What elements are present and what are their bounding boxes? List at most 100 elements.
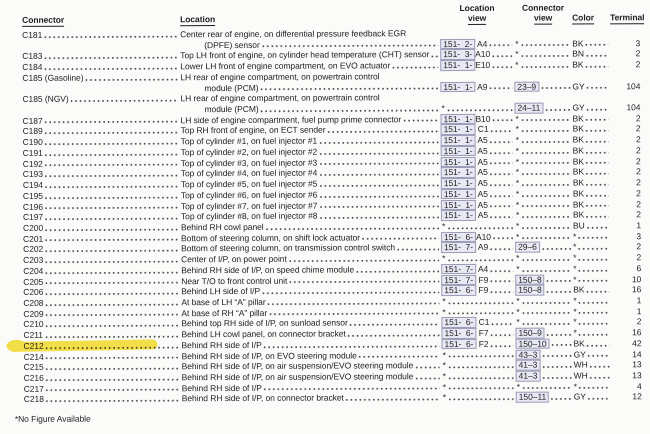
location-view-link[interactable]: 151- 3- xyxy=(440,49,476,61)
location-view-cell-group: 151- 1- A5 xyxy=(440,210,515,221)
connector-id: C190 xyxy=(22,137,43,148)
footnote: *No Figure Available xyxy=(14,413,91,425)
connector-view-link[interactable]: 29–6 xyxy=(515,242,540,253)
color-code: BU xyxy=(572,220,585,231)
location-view-link[interactable]: 151- 1- xyxy=(440,188,476,200)
connector-id: C206 xyxy=(23,287,44,298)
location-view-grid-ref: A5 xyxy=(475,210,489,221)
location-text: Behind LH side of I/P xyxy=(181,286,261,297)
dot-leader xyxy=(489,204,513,209)
location-view-link[interactable]: 151- 1- xyxy=(440,60,476,71)
location-text: module (PCM) xyxy=(204,82,259,93)
terminal-count: 2 xyxy=(636,316,642,327)
connector-view-link[interactable]: 150–10 xyxy=(515,338,550,350)
location-view-cell-group: 151- 7- A9 xyxy=(441,242,515,253)
connector-id: C204 xyxy=(23,265,44,276)
location-view-link[interactable]: 151- 7- xyxy=(441,274,477,286)
row-reference-columns: * 41–3 WH 13 xyxy=(442,359,642,371)
table-row: C185 (NGV) LH rear of engine compartment,… xyxy=(22,92,640,116)
connector-cell: C181 xyxy=(22,29,180,40)
terminal-count: 14 xyxy=(632,348,642,359)
connector-id: C193 xyxy=(22,169,43,180)
location-view-link[interactable]: 151- 6- xyxy=(441,328,477,339)
row-reference-columns: 151- 6- F9 150–8 BK 16 xyxy=(441,284,641,296)
terminal-count: 2 xyxy=(636,198,641,209)
connector-view-link[interactable]: 41–3 xyxy=(515,370,541,382)
connector-view-cell-group: * xyxy=(514,38,572,49)
location-view-link[interactable]: 151- 6- xyxy=(441,338,477,350)
connector-view-link[interactable]: 41–3 xyxy=(515,359,541,371)
location-view-link[interactable]: 151- 2- xyxy=(440,38,476,50)
location-view-link[interactable]: 151- 1- xyxy=(440,177,476,189)
dot-leader xyxy=(448,301,514,305)
location-view-link[interactable]: 151- 1- xyxy=(440,113,476,125)
color-cell-group: * xyxy=(573,274,611,285)
connector-view-link[interactable]: 23–9 xyxy=(514,81,540,92)
connector-view-link[interactable]: 24–11 xyxy=(514,102,544,114)
row-reference-columns: 151- 7- A9 29–6 * 2 xyxy=(441,242,641,254)
connector-view-cell-group: 150–8 xyxy=(515,284,573,296)
no-figure-asterisk: * xyxy=(515,134,519,145)
location-view-link[interactable]: 151- 1- xyxy=(440,135,476,146)
dot-leader xyxy=(260,108,439,113)
location-view-link[interactable]: 151- 1- xyxy=(440,210,476,221)
no-figure-asterisk: * xyxy=(442,360,446,371)
row-line: C218 Behind RH side of I/P, on connector … xyxy=(24,392,642,405)
location-view-grid-ref: A10 xyxy=(475,49,491,60)
no-figure-asterisk: * xyxy=(516,381,520,392)
connector-view-link[interactable]: 150–8 xyxy=(515,274,545,285)
connector-id: C202 xyxy=(23,244,44,255)
location-view-link[interactable]: 151- 7- xyxy=(441,242,477,253)
color-cell-group: BK xyxy=(572,38,610,49)
connector-view-link[interactable]: 150–9 xyxy=(515,327,545,339)
connector-view-cell-group: * xyxy=(515,210,573,221)
dot-leader xyxy=(578,268,610,273)
connector-view-link[interactable]: 150–8 xyxy=(515,284,545,296)
color-code: BK xyxy=(572,134,584,145)
connector-view-cell-group: * xyxy=(515,113,573,124)
location-view-link[interactable]: 151- 6- xyxy=(441,285,477,296)
location-view-link[interactable]: 151- 6- xyxy=(441,317,477,328)
no-figure-asterisk: * xyxy=(515,59,519,70)
location-view-link[interactable]: 151- 1- xyxy=(440,199,476,211)
row-reference-columns: 151- 3- A10 * BN 2 xyxy=(440,49,640,61)
connector-view-cell-group: * xyxy=(515,178,573,189)
color-cell-group: * xyxy=(573,306,611,317)
location-view-link[interactable]: 151- 1- xyxy=(440,156,476,168)
dot-leader xyxy=(44,34,179,39)
header-terminal-label: Terminal xyxy=(610,12,645,25)
dot-leader xyxy=(347,333,440,338)
dot-leader xyxy=(356,269,440,273)
color-code: * xyxy=(573,327,577,338)
dot-leader xyxy=(349,323,440,327)
connector-view-link[interactable]: 150–11 xyxy=(515,392,550,403)
location-view-link[interactable]: 151- 7- xyxy=(441,263,477,275)
location-view-cell-group: * xyxy=(441,296,515,307)
location-view-link[interactable]: 151- 6- xyxy=(441,231,476,243)
color-code: * xyxy=(573,274,577,285)
no-figure-asterisk: * xyxy=(515,209,520,220)
connector-view-link[interactable]: 43–3 xyxy=(515,349,541,360)
connector-cell: C190 xyxy=(23,136,181,147)
dot-leader xyxy=(522,204,571,208)
location-view-cell-group: 151- 7- F9 xyxy=(441,274,515,286)
connector-id: C181 xyxy=(22,29,43,40)
connector-id: C191 xyxy=(22,147,43,158)
color-cell-group: GY xyxy=(572,81,610,92)
location-view-link[interactable]: 151- 1- xyxy=(440,124,476,136)
color-cell-group: BK xyxy=(573,135,611,146)
location-text: Behind RH side of I/P, on speed chime mo… xyxy=(181,264,355,276)
location-view-link[interactable]: 151- 1- xyxy=(440,167,476,178)
color-code: BK xyxy=(572,209,585,220)
dot-leader xyxy=(449,397,514,402)
dot-leader xyxy=(319,151,439,156)
connector-id: C185 (Gasoline) xyxy=(22,72,84,83)
dot-leader xyxy=(362,237,440,241)
location-view-link[interactable]: 151- 1- xyxy=(440,145,476,157)
color-cell-group: BK xyxy=(573,199,611,210)
row-reference-columns: * 41–3 WH 13 xyxy=(442,370,642,382)
dot-leader xyxy=(448,365,514,370)
dot-leader xyxy=(586,215,609,219)
location-view-link[interactable]: 151- 1- xyxy=(440,81,476,93)
location-view-grid-ref: F9 xyxy=(476,285,489,296)
